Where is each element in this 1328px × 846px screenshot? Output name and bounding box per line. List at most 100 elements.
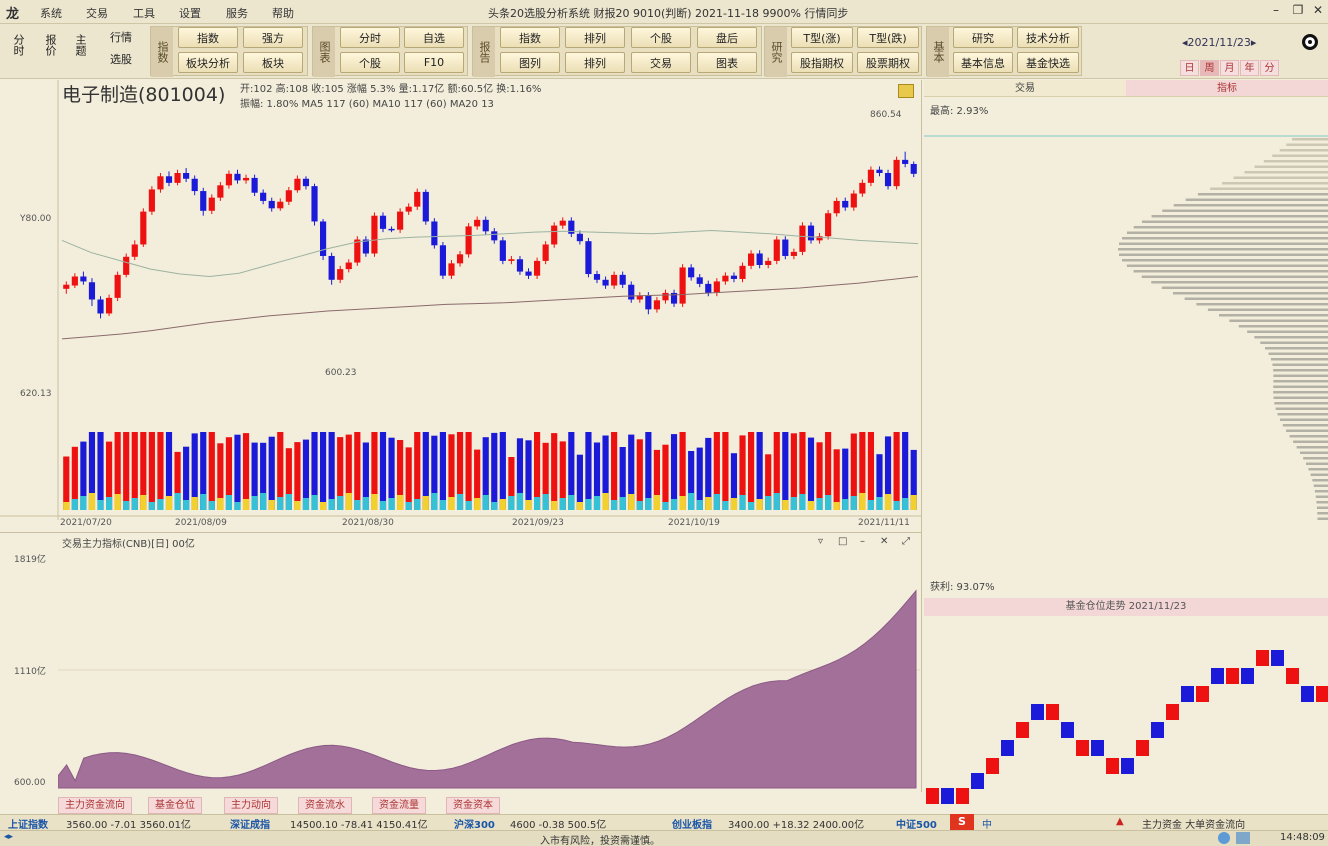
menu-settings[interactable]: 设置 [179,7,201,20]
candlestick-chart[interactable] [0,80,922,540]
volume-sub-bar [491,502,498,510]
period-tab-year[interactable]: 年 [1240,60,1259,76]
volume-bar [542,442,549,510]
restore-icon[interactable]: ❐ [1292,3,1304,17]
btn-report-list[interactable]: 图列 [500,52,560,73]
btn-zixuan[interactable]: 自选 [404,27,464,48]
btn-basic-info[interactable]: 基本信息 [953,52,1013,73]
area-chart[interactable] [58,548,920,792]
candle-body [157,176,164,190]
btn-qiangfang[interactable]: 强方 [243,27,303,48]
scroll-arrows-icon[interactable]: ◂▸ [4,832,14,842]
btn-t-fall[interactable]: T型(跌) [857,27,919,48]
tab-main-moves[interactable]: 主力动向 [224,797,278,814]
candle-body [833,200,840,214]
candle-body [217,185,224,198]
btn-fund-select[interactable]: 基金快选 [1017,52,1079,73]
window-icon[interactable]: □ [838,536,848,547]
btn-t-rise[interactable]: T型(涨) [791,27,853,48]
bottom-bar [0,830,1328,846]
nav-fenshi[interactable]: 分时 [12,34,25,56]
volume-bar [285,448,292,510]
menu-help[interactable]: 帮助 [272,7,294,20]
ime-logo-icon[interactable]: S [950,814,974,830]
pin-icon[interactable]: ▿ [818,536,824,547]
fund-step-block [1271,650,1284,666]
nav-hangqing[interactable]: 行情 [110,31,132,44]
btn-report-chart[interactable]: 图表 [697,52,757,73]
btn-report-stock[interactable]: 个股 [631,27,691,48]
chip-bar [1121,259,1328,262]
period-tab-day[interactable]: 日 [1180,60,1199,76]
status-hs300-label[interactable]: 沪深300 [454,820,495,831]
volume-bar [165,432,173,510]
tab-fund-volume[interactable]: 资金流量 [372,797,426,814]
btn-tech-analysis[interactable]: 技术分析 [1017,27,1079,48]
volume-sub-bar [277,497,284,510]
group-tag-report: 报告 [473,27,495,77]
btn-report-index[interactable]: 指数 [500,27,560,48]
ime-mode[interactable]: 中 [982,820,992,831]
nav-baojia[interactable]: 报价 [44,34,57,56]
btn-fenshi[interactable]: 分时 [340,27,400,48]
menu-system[interactable]: 系统 [40,7,62,20]
btn-index-options[interactable]: 股指期权 [791,52,853,73]
close-icon[interactable]: ✕ [1312,3,1324,17]
minimize-icon[interactable]: – [1273,3,1279,17]
menu-tools[interactable]: 工具 [133,7,155,20]
tab-main-fund-flow[interactable]: 主力资金流向 [58,797,132,814]
volume-bar [80,441,87,510]
status-sz-label[interactable]: 深证成指 [230,820,270,831]
btn-report-after[interactable]: 盘后 [697,27,757,48]
btn-report-trade[interactable]: 交易 [631,52,691,73]
minimize-panel-icon[interactable]: – [860,536,865,547]
btn-sector[interactable]: 板块 [243,52,303,73]
status-sh-label[interactable]: 上证指数 [8,820,48,831]
volume-sub-bar [807,501,815,510]
btn-research[interactable]: 研究 [953,27,1013,48]
status-zz500-label[interactable]: 中证500 [896,820,937,831]
date-navigator[interactable]: ◂2021/11/23▸ [1182,36,1257,49]
btn-stock[interactable]: 个股 [340,52,400,73]
expand-icon[interactable]: ⤢ [902,536,910,547]
volume-bar [508,457,515,510]
fund-step-block [1211,668,1224,684]
period-tab-month[interactable]: 月 [1220,60,1239,76]
status-cyb-label[interactable]: 创业板指 [672,820,712,831]
btn-report-rank[interactable]: 排列 [565,27,625,48]
nav-zhuti[interactable]: 主题 [74,34,87,56]
candle-body [371,215,378,254]
btn-stock-options[interactable]: 股票期权 [857,52,919,73]
volume-sub-bar [884,494,892,510]
tab-fund-capital[interactable]: 资金资本 [446,797,500,814]
nav-xuangu[interactable]: 选股 [110,53,132,66]
period-tab-minute[interactable]: 分 [1260,60,1279,76]
settings-icon[interactable] [1302,34,1318,50]
candle-body [533,260,541,276]
volume-bar [71,446,78,510]
menu-service[interactable]: 服务 [226,7,248,20]
tab-fund-flowing[interactable]: 资金流水 [298,797,352,814]
chip-bar [1126,231,1328,234]
btn-sector-analysis[interactable]: 板块分析 [178,52,238,73]
close-panel-icon[interactable]: ✕ [880,536,889,547]
period-tab-week[interactable]: 周 [1200,60,1219,76]
menu-trade[interactable]: 交易 [86,7,108,20]
window-switch-icon[interactable] [1236,832,1250,844]
volume-bar [696,447,703,510]
lock-icon[interactable] [898,84,914,98]
btn-index[interactable]: 指数 [178,27,238,48]
fund-step-block [1166,704,1179,720]
right-tab-trade[interactable]: 交易 [924,80,1126,97]
volume-bar [867,432,875,510]
fund-step-block [1256,650,1269,666]
btn-report-rank2[interactable]: 排列 [565,52,625,73]
volume-sub-bar [285,494,292,510]
chip-bar [1244,171,1328,174]
candle-body [337,269,344,280]
candle-body [456,254,464,264]
btn-f10[interactable]: F10 [404,52,464,73]
right-tab-indicator[interactable]: 指标 [1126,80,1328,97]
tab-fund-position[interactable]: 基金仓位 [148,797,202,814]
network-icon[interactable] [1218,832,1230,844]
